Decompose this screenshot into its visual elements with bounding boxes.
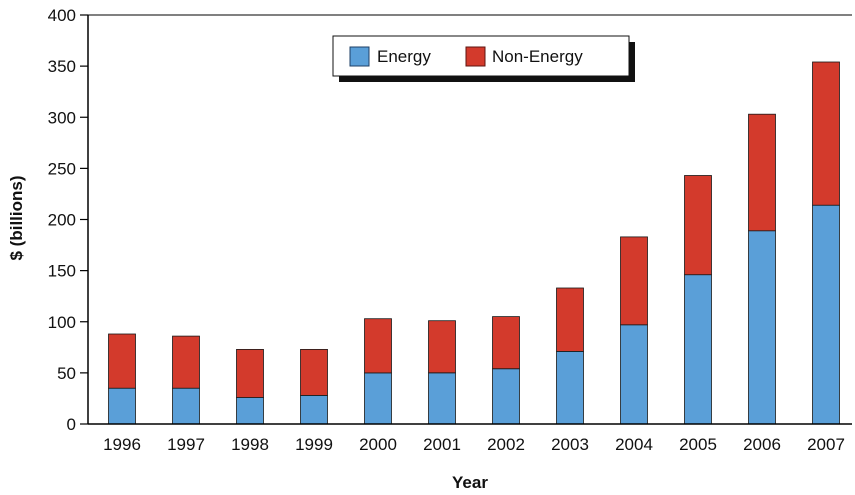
bar-energy-1999 — [300, 394, 328, 425]
y-tick-label-250: 250 — [48, 159, 76, 178]
bar-energy-2006 — [748, 230, 776, 425]
bars-group — [108, 61, 840, 425]
y-tick-label-100: 100 — [48, 313, 76, 332]
bar-energy-1996 — [108, 387, 136, 425]
bar-energy-1998 — [236, 396, 264, 425]
bar-energy-2003 — [556, 350, 584, 425]
bar-non-energy-1997 — [172, 335, 200, 389]
x-ticks-group: 1996 1997 1998 1999 2000 2001 2002 2003 2004 2005… — [103, 435, 845, 454]
bar-energy-2007 — [812, 204, 840, 425]
bar-non-energy-1996 — [108, 333, 136, 389]
x-tick-label-1997: 1997 — [167, 435, 205, 454]
legend-label-energy: Energy — [377, 47, 431, 66]
x-tick-label-1998: 1998 — [231, 435, 269, 454]
x-tick-label-2006: 2006 — [743, 435, 781, 454]
x-tick-label-1996: 1996 — [103, 435, 141, 454]
y-tick-label-0: 0 — [67, 415, 76, 434]
legend: Energy Non-Energy — [332, 35, 635, 82]
y-tick-label-50: 50 — [57, 364, 76, 383]
bar-energy-1997 — [172, 387, 200, 425]
bar-energy-2002 — [492, 368, 520, 425]
legend-swatch-energy — [349, 46, 370, 67]
bar-non-energy-2007 — [812, 61, 840, 206]
x-tick-label-2002: 2002 — [487, 435, 525, 454]
bar-non-energy-2005 — [684, 175, 712, 276]
y-tick-label-300: 300 — [48, 108, 76, 127]
bar-energy-2004 — [620, 324, 648, 425]
bar-non-energy-2004 — [620, 236, 648, 326]
bar-non-energy-1998 — [236, 348, 264, 398]
x-tick-label-2001: 2001 — [423, 435, 461, 454]
bar-non-energy-2006 — [748, 113, 776, 232]
bar-energy-2000 — [364, 372, 392, 425]
bar-energy-2001 — [428, 372, 456, 425]
legend-swatch-non-energy — [465, 46, 486, 67]
bar-non-energy-1999 — [300, 348, 328, 396]
x-tick-label-2005: 2005 — [679, 435, 717, 454]
bar-non-energy-2003 — [556, 287, 584, 352]
y-tick-label-200: 200 — [48, 211, 76, 230]
bar-non-energy-2000 — [364, 318, 392, 374]
y-tick-label-150: 150 — [48, 262, 76, 281]
y-tick-label-350: 350 — [48, 57, 76, 76]
y-axis-title: $ (billions) — [7, 176, 26, 261]
x-tick-label-2004: 2004 — [615, 435, 653, 454]
bar-energy-2005 — [684, 274, 712, 425]
x-tick-label-1999: 1999 — [295, 435, 333, 454]
bar-non-energy-2002 — [492, 316, 520, 370]
x-tick-label-2007: 2007 — [807, 435, 845, 454]
y-ticks-group: 0 50 100 150 200 250 300 350 400 — [48, 6, 88, 434]
x-axis-title: Year — [452, 473, 488, 492]
x-tick-label-2003: 2003 — [551, 435, 589, 454]
y-tick-label-400: 400 — [48, 6, 76, 25]
x-tick-label-2000: 2000 — [359, 435, 397, 454]
bar-non-energy-2001 — [428, 320, 456, 374]
legend-label-non-energy: Non-Energy — [492, 47, 583, 66]
